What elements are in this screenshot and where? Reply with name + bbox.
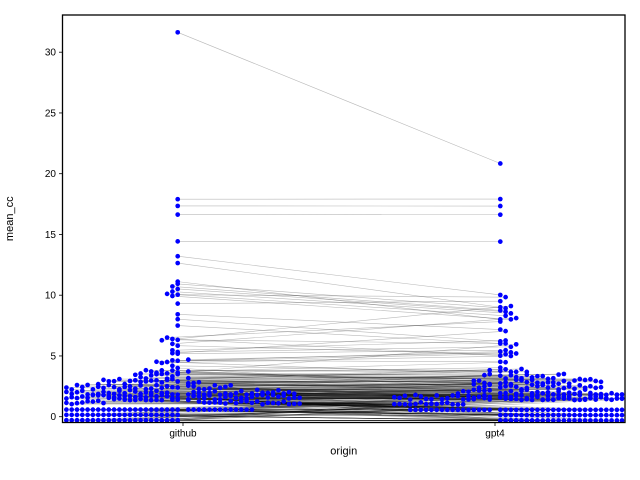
svg-text:github: github (169, 429, 197, 440)
svg-text:15: 15 (45, 230, 57, 241)
svg-text:20: 20 (45, 169, 57, 180)
svg-text:5: 5 (50, 351, 56, 362)
svg-text:30: 30 (45, 48, 57, 59)
svg-text:gpt4: gpt4 (485, 429, 505, 440)
svg-text:10: 10 (45, 291, 57, 302)
svg-text:mean_cc: mean_cc (4, 196, 16, 241)
svg-text:0: 0 (50, 412, 56, 423)
svg-text:origin: origin (330, 446, 357, 458)
svg-text:25: 25 (45, 108, 57, 119)
